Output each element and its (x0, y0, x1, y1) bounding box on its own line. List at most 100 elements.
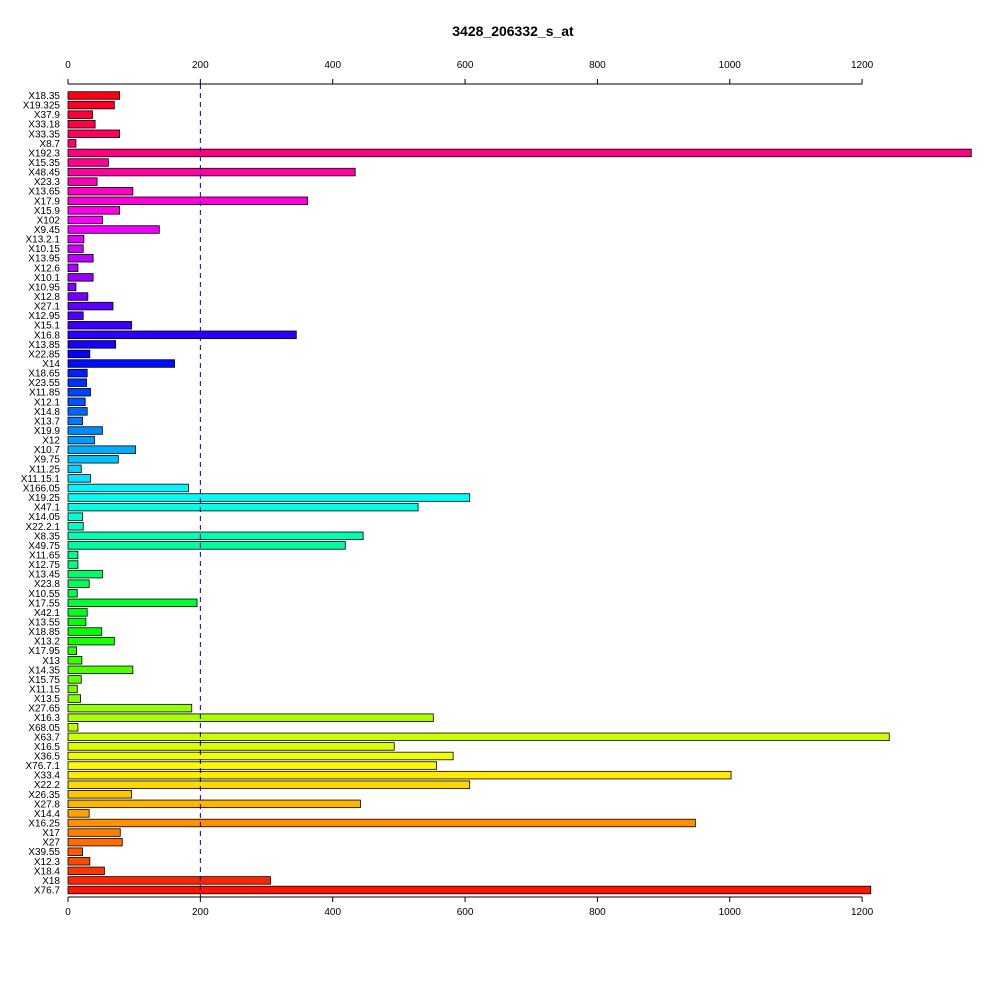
bar-X37.9 (67, 110, 93, 119)
bar-X12.1 (67, 397, 86, 407)
category-label: X17.9 (34, 196, 61, 207)
category-label: X47.1 (34, 503, 61, 514)
bottom-x-axis: 0 200 400 600 800 1000 1200 (65, 896, 874, 918)
category-label: X23.3 (34, 177, 61, 188)
category-label: X8.35 (34, 531, 61, 542)
bar-X13.2 (67, 636, 115, 646)
tick-label: 1000 (719, 60, 742, 71)
bar-X27.1 (67, 301, 114, 311)
bar-X12.8 (67, 292, 89, 301)
category-label: X13.85 (28, 340, 60, 351)
bar-X13 (67, 656, 83, 665)
bar-X10.55 (67, 589, 78, 598)
bar-X9.45 (67, 225, 160, 234)
bar-X12 (67, 435, 95, 445)
bar-X39.55 (67, 847, 83, 856)
category-label: X27.65 (28, 704, 60, 715)
category-label: X10.95 (28, 282, 60, 293)
bar-X10.95 (67, 282, 77, 292)
category-label: X33.18 (28, 120, 60, 131)
bar-X17 (67, 828, 121, 837)
bar-X63.7 (67, 732, 890, 742)
bar-X10.15 (67, 244, 84, 253)
category-label: X14.8 (34, 407, 61, 418)
bar-X33.35 (67, 129, 121, 138)
bar-X16.8 (67, 330, 297, 340)
bars-group (67, 91, 972, 895)
bar-X16.25 (67, 818, 696, 828)
category-label: X15.35 (28, 158, 60, 169)
category-label: X102 (37, 215, 61, 226)
bar-X27.65 (67, 703, 193, 713)
bar-X10.7 (67, 445, 136, 454)
bar-X192.3 (67, 148, 972, 158)
category-label: X13.65 (28, 187, 60, 198)
tick-label: 600 (457, 60, 474, 71)
bar-X13.5 (67, 694, 81, 703)
category-label: X166.05 (23, 483, 61, 494)
bar-X14.8 (67, 407, 88, 416)
bar-X15.35 (67, 158, 109, 167)
category-label: X14.05 (28, 512, 60, 523)
category-label: X12.3 (34, 857, 61, 868)
bar-X15.9 (67, 206, 121, 215)
category-label: X19.9 (34, 426, 61, 437)
tick-label: 400 (324, 907, 341, 918)
category-label: X11.85 (29, 388, 60, 399)
tick-label: 600 (457, 907, 474, 918)
category-label: X13.2.1 (26, 235, 61, 246)
category-label: X14.4 (34, 809, 61, 820)
bar-X18.4 (67, 866, 105, 876)
bar-X13.65 (67, 187, 134, 196)
category-label: X16.5 (34, 742, 61, 753)
category-label: X16.3 (34, 713, 61, 724)
category-label: X33.35 (28, 129, 60, 140)
category-label: X11.15.1 (21, 474, 61, 485)
category-label: X13.2 (34, 637, 61, 648)
bar-X13.45 (67, 569, 103, 579)
category-label: X23.55 (28, 378, 60, 389)
category-label: X13.5 (34, 694, 61, 705)
chart-title: 3428_206332_s_at (452, 23, 574, 39)
bar-X13.95 (67, 254, 94, 263)
bar-X13.2.1 (67, 234, 85, 244)
bar-X102 (67, 215, 103, 225)
tick-label: 1000 (719, 907, 742, 918)
category-label: X11.65 (29, 550, 60, 561)
bar-X18.35 (67, 91, 121, 100)
category-label: X16.8 (34, 330, 61, 341)
bar-X26.35 (67, 790, 132, 799)
bar-X19.25 (67, 493, 471, 502)
bar-X23.55 (67, 378, 87, 387)
category-label: X17 (42, 828, 60, 839)
bar-X18 (67, 876, 271, 885)
bar-X27.8 (67, 799, 361, 809)
bar-X27 (67, 837, 123, 847)
bar-X166.05 (67, 483, 189, 493)
bar-X13.85 (67, 340, 117, 349)
category-label: X17.55 (28, 598, 60, 609)
category-label: X76.7 (34, 886, 61, 897)
category-label: X13.7 (34, 416, 61, 427)
bar-X15.1 (67, 321, 132, 330)
category-label: X19.25 (28, 493, 60, 504)
tick-label: 1200 (851, 60, 874, 71)
bar-X11.15 (67, 684, 78, 694)
bar-X19.325 (67, 100, 115, 110)
category-label: X22.2 (34, 780, 61, 791)
category-label: X18.4 (34, 866, 61, 877)
category-label: X18 (42, 876, 60, 887)
category-label: X12.95 (28, 311, 60, 322)
category-label: X11.25 (29, 464, 60, 475)
bar-X10.1 (67, 273, 94, 282)
category-label: X23.8 (34, 579, 61, 590)
category-label: X15.75 (28, 675, 60, 686)
bar-X36.5 (67, 751, 454, 761)
bar-X11.25 (67, 464, 82, 474)
top-x-axis: 0 200 400 600 800 1000 1200 (65, 60, 874, 85)
tick-label: 800 (589, 60, 606, 71)
category-label: X10.55 (28, 589, 60, 600)
bar-X17.55 (67, 598, 198, 608)
bar-X14 (67, 359, 175, 368)
